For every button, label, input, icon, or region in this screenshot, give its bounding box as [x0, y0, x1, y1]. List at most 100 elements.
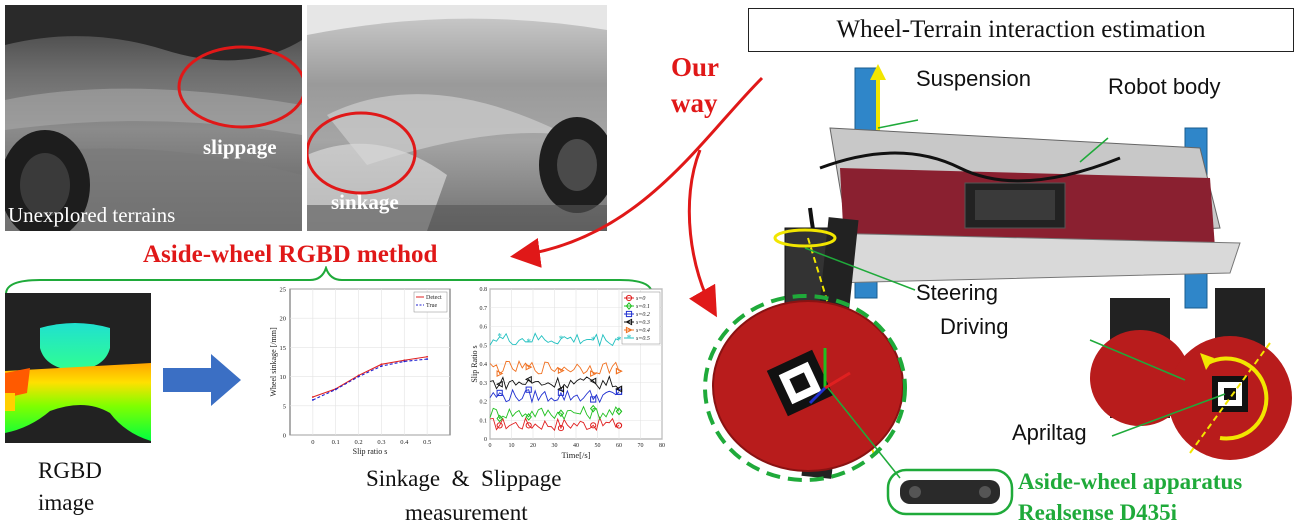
- y-axis-label: Slip Ratio s: [470, 345, 479, 382]
- driving-arrow: [1207, 356, 1269, 441]
- data-point: [403, 360, 406, 363]
- series-marker: *: [591, 335, 596, 345]
- x-tick-label: 0.4: [400, 439, 409, 446]
- series-marker: [590, 396, 597, 403]
- y-tick-label: 25: [280, 287, 287, 294]
- series-line: [489, 332, 620, 348]
- rgbd-label-line1: RGBD: [38, 458, 102, 483]
- x-tick-label: 80: [659, 443, 665, 449]
- steering-label: Steering: [916, 280, 998, 305]
- robot-illustration: [703, 64, 1292, 516]
- series-line: [489, 415, 620, 432]
- data-point: [380, 365, 383, 367]
- x-tick-label: 30: [552, 443, 558, 449]
- suspension-label: Suspension: [916, 66, 1031, 91]
- title-text: Wheel-Terrain interaction estimation: [836, 16, 1206, 43]
- x-tick-label: 50: [595, 443, 601, 449]
- legend-label: Detect: [426, 295, 442, 301]
- series-marker: *: [617, 335, 622, 345]
- steering-ring: [773, 228, 837, 248]
- legend-marker: [625, 294, 633, 302]
- x-tick-label: 0.2: [355, 439, 363, 446]
- y-tick-label: 10: [280, 374, 287, 381]
- series-marker: [590, 370, 597, 378]
- y-tick-label: 0: [283, 433, 286, 440]
- rgbd-label-line2: image: [38, 490, 95, 515]
- y-tick-label: 0.3: [480, 381, 488, 387]
- apparatus-highlight-circle: [703, 294, 907, 482]
- series-marker: [525, 413, 532, 421]
- series-line-detect: [312, 356, 428, 398]
- measurement-label-line2: measurement: [405, 500, 528, 525]
- driving-label: Driving: [940, 314, 1009, 339]
- y-tick-label: 0.5: [480, 343, 488, 349]
- y-tick-label: 0.7: [480, 306, 488, 312]
- series-marker: [496, 422, 503, 429]
- data-point: [380, 363, 383, 366]
- x-tick-label: 0.3: [377, 439, 385, 446]
- series-marker: [557, 424, 565, 432]
- series-line: [489, 388, 620, 404]
- title-box: Wheel-Terrain interaction estimation: [748, 8, 1294, 52]
- rear-wheel-left: [1090, 330, 1190, 426]
- series-marker: [615, 422, 623, 429]
- y-tick-label: 0.1: [480, 418, 488, 424]
- x-axis-label: Slip ratio s: [353, 447, 388, 456]
- series-marker: *: [559, 334, 564, 344]
- x-tick-label: 20: [530, 443, 536, 449]
- legend-marker: [625, 310, 633, 318]
- series-line: [489, 405, 620, 421]
- series-line: [489, 375, 620, 391]
- x-tick-label: 0.1: [332, 439, 340, 446]
- series-marker: [557, 367, 565, 375]
- series-marker: *: [497, 332, 502, 342]
- series-marker: *: [617, 335, 622, 345]
- legend-marker: [625, 326, 633, 334]
- measurement-label-line1: Sinkage & Slippage: [366, 466, 562, 491]
- series-marker: [615, 407, 623, 416]
- series-marker: [524, 375, 532, 383]
- legend-marker: [625, 302, 633, 310]
- x-tick-label: 40: [573, 443, 579, 449]
- rgbd-image: [5, 293, 151, 443]
- legend-label: s=0.3: [636, 320, 650, 326]
- realsense-camera: [886, 468, 1014, 516]
- legend-label: s=0.5: [636, 336, 650, 342]
- series-marker: [525, 386, 532, 393]
- x-axis-label: Time[/s]: [562, 450, 591, 460]
- data-point: [426, 358, 429, 360]
- robot-body-label: Robot body: [1108, 74, 1221, 99]
- y-tick-label: 20: [280, 316, 287, 323]
- legend-marker: *: [627, 333, 632, 343]
- x-tick-label: 60: [616, 443, 622, 449]
- series-marker: [589, 404, 597, 413]
- series-marker: [557, 385, 565, 393]
- x-tick-label: 0: [311, 439, 314, 446]
- series-marker: [495, 380, 503, 388]
- series-marker: *: [526, 337, 531, 347]
- sinkage-highlight-circle: [307, 111, 417, 195]
- y-tick-label: 15: [280, 345, 287, 352]
- y-tick-label: 0.2: [480, 400, 488, 406]
- series-marker: [557, 409, 565, 418]
- apriltag-label: Apriltag: [1012, 420, 1087, 445]
- x-tick-label: 70: [638, 443, 644, 449]
- method-brace: [5, 266, 653, 295]
- apparatus-label-line2: Realsense D435i: [1018, 500, 1178, 525]
- blue-right-arrow: [163, 354, 241, 406]
- legend-marker: [625, 318, 633, 326]
- legend-label: s=0.4: [636, 327, 650, 334]
- series-marker: [615, 367, 623, 375]
- apparatus-label-line1: Aside-wheel apparatus: [1018, 469, 1243, 494]
- y-tick-label: 0.6: [480, 325, 488, 331]
- terrain-photo-right: sinkage: [307, 5, 607, 231]
- slippage-label: slippage: [203, 135, 277, 159]
- data-point: [334, 388, 337, 391]
- x-tick-label: 0: [489, 443, 492, 449]
- series-marker: [525, 422, 532, 429]
- series-line: [489, 359, 620, 375]
- data-point: [311, 396, 314, 398]
- y-tick-label: 0.4: [480, 362, 488, 368]
- data-point: [426, 355, 429, 358]
- plot-frame: [289, 288, 451, 436]
